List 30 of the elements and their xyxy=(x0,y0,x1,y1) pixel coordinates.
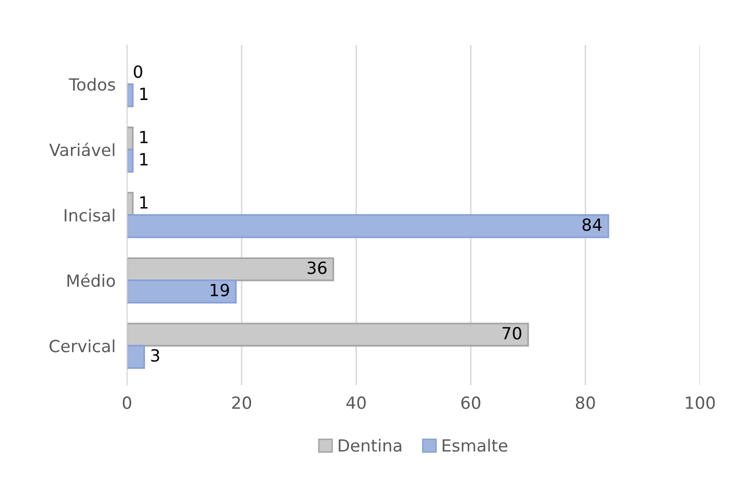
data-label: 3 xyxy=(151,349,160,362)
legend-label: Esmalte xyxy=(442,438,508,452)
data-label: 1 xyxy=(140,153,148,166)
x-tick-label: 100 xyxy=(686,396,715,410)
data-label: 1 xyxy=(140,130,148,144)
data-label: 1 xyxy=(140,88,148,100)
bar xyxy=(127,214,610,238)
bar xyxy=(127,344,146,369)
x-tick-label: 80 xyxy=(576,396,595,410)
bar xyxy=(127,148,134,173)
y-tick-label: Todos xyxy=(68,78,116,91)
bar xyxy=(127,83,134,108)
bar xyxy=(127,257,334,282)
data-label: 84 xyxy=(582,218,602,231)
x-tick-label: 0 xyxy=(122,396,132,410)
x-tick-label: 20 xyxy=(232,396,252,410)
data-label: 36 xyxy=(308,262,326,274)
y-tick-label: Cervical xyxy=(50,339,114,352)
bar xyxy=(127,280,237,304)
data-label: 1 xyxy=(140,196,148,208)
y-tick-label: Variável xyxy=(49,142,114,156)
y-tick-label: Médio xyxy=(67,273,115,287)
legend-label: Dentina xyxy=(338,438,402,452)
data-label: 19 xyxy=(210,284,229,296)
data-label: 0 xyxy=(134,65,142,78)
data-label: 70 xyxy=(502,326,522,340)
bar xyxy=(127,322,529,347)
x-tick-label: 40 xyxy=(346,396,366,410)
y-tick-label: Incisal xyxy=(64,208,114,222)
x-tick-label: 60 xyxy=(461,396,480,410)
